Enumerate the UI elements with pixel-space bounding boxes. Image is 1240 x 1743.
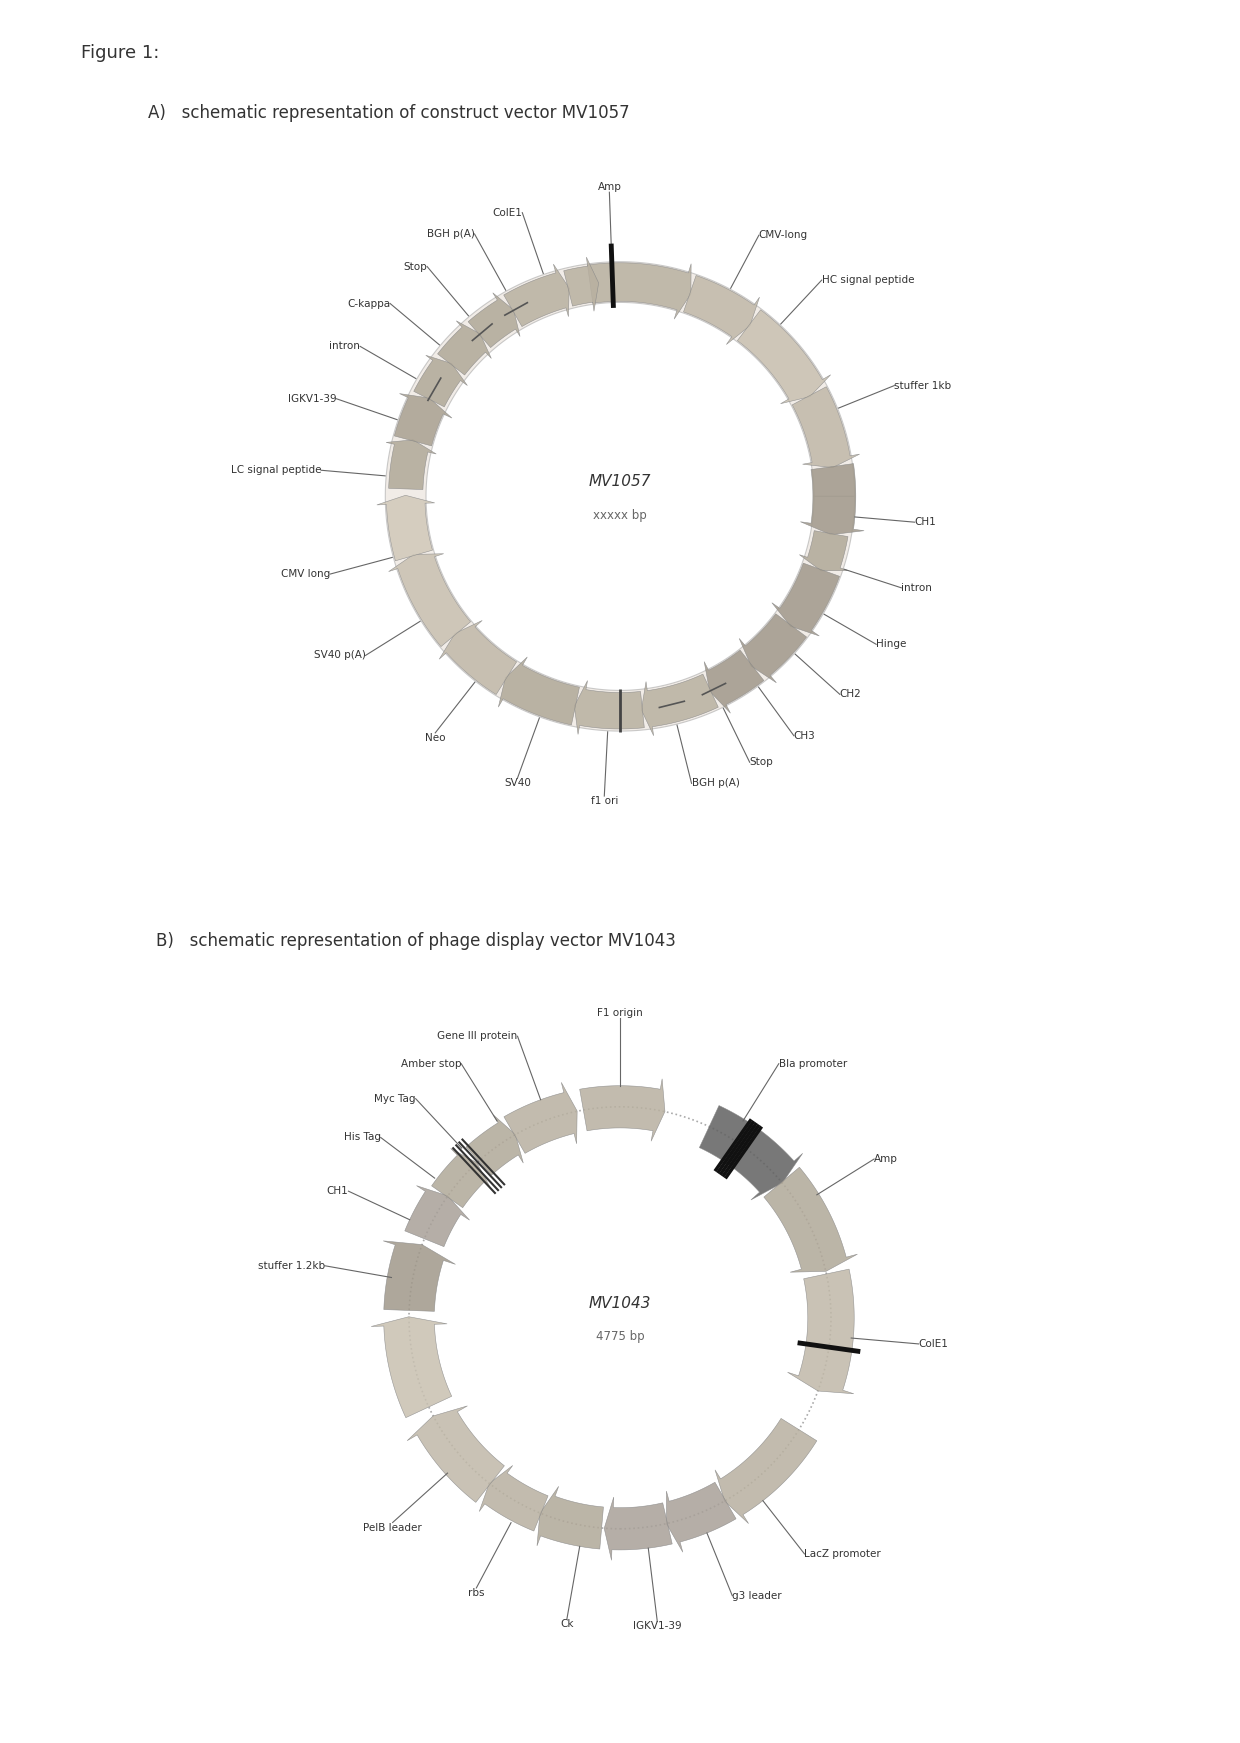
Polygon shape	[394, 394, 451, 446]
Polygon shape	[498, 657, 579, 725]
Polygon shape	[466, 1116, 523, 1175]
Polygon shape	[503, 1082, 577, 1154]
Text: intron: intron	[901, 582, 932, 593]
Text: Stop: Stop	[750, 756, 774, 767]
Polygon shape	[564, 256, 599, 312]
Text: BGH p(A): BGH p(A)	[692, 779, 739, 788]
Text: IGKV1-39: IGKV1-39	[632, 1621, 682, 1631]
Text: f1 ori: f1 ori	[590, 797, 618, 805]
Text: IGKV1-39: IGKV1-39	[288, 394, 336, 404]
Text: F1 origin: F1 origin	[598, 1007, 642, 1018]
Polygon shape	[787, 1269, 854, 1394]
Text: ColE1: ColE1	[492, 207, 522, 218]
Text: MV1057: MV1057	[589, 474, 651, 488]
Polygon shape	[800, 464, 864, 535]
Text: CH3: CH3	[794, 730, 816, 741]
Text: stuffer 1kb: stuffer 1kb	[894, 380, 951, 390]
Text: CH1: CH1	[915, 518, 936, 526]
Text: B)   schematic representation of phage display vector MV1043: B) schematic representation of phage dis…	[156, 933, 676, 950]
Polygon shape	[414, 356, 467, 406]
Text: g3 leader: g3 leader	[733, 1591, 782, 1600]
Polygon shape	[377, 495, 435, 561]
Polygon shape	[386, 261, 854, 730]
Polygon shape	[386, 439, 436, 490]
Polygon shape	[404, 1185, 470, 1246]
Polygon shape	[704, 650, 764, 713]
Polygon shape	[388, 554, 471, 647]
Text: xxxxx bp: xxxxx bp	[593, 509, 647, 523]
Text: His Tag: His Tag	[343, 1133, 381, 1142]
Polygon shape	[574, 680, 645, 734]
Text: SV40 p(A): SV40 p(A)	[314, 650, 366, 661]
Text: Hinge: Hinge	[877, 640, 906, 650]
Polygon shape	[800, 530, 848, 570]
Text: SV40: SV40	[503, 779, 531, 788]
Polygon shape	[792, 387, 859, 467]
Text: stuffer 1.2kb: stuffer 1.2kb	[258, 1260, 325, 1271]
Text: Ck: Ck	[560, 1619, 574, 1630]
Polygon shape	[771, 563, 839, 636]
Text: HC signal peptide: HC signal peptide	[822, 275, 914, 286]
Text: CH2: CH2	[839, 688, 862, 699]
Polygon shape	[407, 1407, 505, 1502]
Polygon shape	[579, 1079, 665, 1142]
Text: CMV long: CMV long	[281, 568, 330, 579]
Polygon shape	[683, 275, 760, 345]
Text: rbs: rbs	[469, 1588, 485, 1598]
Text: 4775 bp: 4775 bp	[595, 1330, 645, 1344]
Text: C-kappa: C-kappa	[347, 298, 391, 309]
Polygon shape	[699, 1105, 802, 1199]
Polygon shape	[641, 675, 718, 736]
Text: LC signal peptide: LC signal peptide	[231, 465, 321, 476]
Text: Neo: Neo	[425, 732, 445, 743]
Polygon shape	[537, 1487, 604, 1550]
Text: Myc Tag: Myc Tag	[374, 1093, 415, 1103]
Text: Amber stop: Amber stop	[401, 1058, 461, 1068]
Text: PelB leader: PelB leader	[363, 1523, 422, 1532]
Polygon shape	[739, 614, 806, 683]
Polygon shape	[764, 1168, 857, 1272]
Polygon shape	[479, 1466, 548, 1530]
Text: Gene III protein: Gene III protein	[438, 1032, 517, 1041]
Text: Figure 1:: Figure 1:	[81, 44, 159, 61]
Polygon shape	[438, 321, 491, 375]
Text: A)   schematic representation of construct vector MV1057: A) schematic representation of construct…	[149, 105, 630, 122]
Text: Amp: Amp	[874, 1154, 898, 1164]
Polygon shape	[604, 1497, 672, 1560]
Text: CMV-long: CMV-long	[759, 230, 808, 241]
Text: Stop: Stop	[403, 261, 427, 272]
Polygon shape	[715, 1419, 817, 1523]
Text: LacZ promoter: LacZ promoter	[805, 1550, 882, 1558]
Polygon shape	[738, 310, 831, 404]
Polygon shape	[666, 1482, 737, 1553]
Text: BGH p(A): BGH p(A)	[427, 228, 475, 239]
Polygon shape	[383, 1241, 455, 1311]
Text: CH1: CH1	[326, 1187, 348, 1196]
Polygon shape	[432, 1149, 491, 1208]
Polygon shape	[503, 265, 569, 326]
Polygon shape	[439, 621, 517, 694]
Text: intron: intron	[330, 342, 360, 352]
Text: Bla promoter: Bla promoter	[779, 1058, 847, 1068]
Polygon shape	[469, 293, 520, 347]
Polygon shape	[371, 1316, 451, 1417]
Text: Amp: Amp	[598, 183, 621, 192]
Text: MV1043: MV1043	[589, 1295, 651, 1311]
Polygon shape	[588, 263, 691, 319]
Text: ColE1: ColE1	[919, 1339, 949, 1349]
